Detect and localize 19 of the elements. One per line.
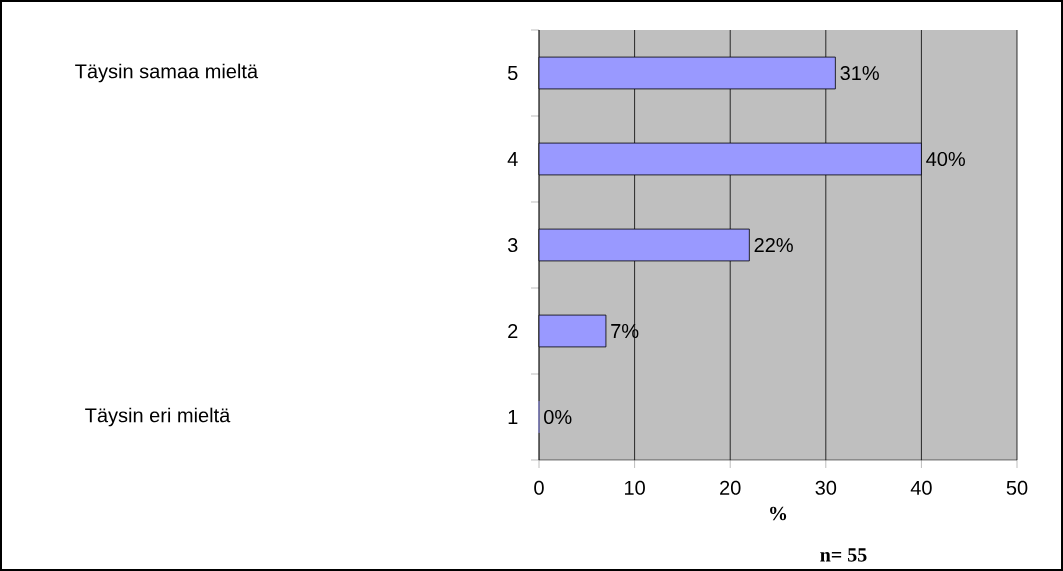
x-tick-label: 30 xyxy=(815,480,837,495)
x-tick-label: 0 xyxy=(534,480,544,495)
y-tick-label: 4 xyxy=(507,152,518,166)
y-tick-label: 3 xyxy=(507,237,518,253)
y-tick-label: 1 xyxy=(508,410,518,424)
text: Täysin eri mieltä xyxy=(85,407,231,427)
y-tick-label: 5 xyxy=(507,66,518,80)
x-axis-title: % xyxy=(770,506,787,521)
x-tick-label: 10 xyxy=(625,480,645,495)
data-label: 0% xyxy=(544,409,572,425)
y-tick-label: 2 xyxy=(508,324,518,338)
x-tick-label: 40 xyxy=(910,480,932,495)
data-label: 40% xyxy=(926,151,965,167)
data-label: 31% xyxy=(840,65,879,81)
text: n= 55 xyxy=(820,548,867,562)
x-tick-label: 20 xyxy=(720,480,741,495)
x-tick-label: 50 xyxy=(1006,480,1028,495)
text: Täysin samaa mieltä xyxy=(75,63,259,83)
data-label: 22% xyxy=(754,237,793,253)
